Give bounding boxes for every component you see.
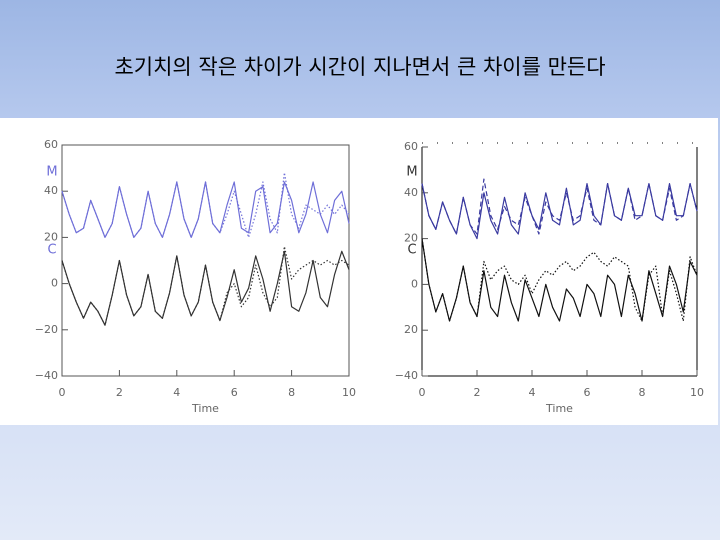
x-tick-label: 8 (639, 386, 646, 399)
series-annotation: M (406, 165, 417, 180)
x-tick-label: 6 (231, 386, 238, 399)
x-tick-label: 0 (59, 386, 66, 399)
x-axis-label: Time (191, 402, 219, 415)
y-tick-label: 60 (404, 140, 418, 153)
series-annotation: M (46, 165, 57, 180)
series-line (61, 246, 350, 326)
x-tick-label: 2 (474, 386, 481, 399)
x-tick-label: 10 (342, 386, 356, 399)
series-annotation: C (407, 243, 416, 258)
x-tick-label: 4 (529, 386, 536, 399)
y-tick-label: 20 (404, 323, 418, 336)
slide-title: 초기치의 작은 차이가 시간이 지나면서 큰 차이를 만든다 (114, 55, 605, 79)
x-axis-label: Time (545, 402, 573, 415)
y-tick-label: 0 (51, 277, 58, 290)
y-tick-label: −40 (395, 369, 418, 382)
x-tick-label: 0 (419, 386, 426, 399)
series-annotation: C (47, 243, 56, 258)
y-tick-label: 40 (44, 184, 58, 197)
y-tick-label: 20 (44, 230, 58, 243)
x-tick-label: 2 (116, 386, 123, 399)
series-line (421, 238, 698, 322)
x-tick-label: 6 (584, 386, 591, 399)
y-tick-label: −20 (35, 323, 58, 336)
y-tick-label: 60 (44, 138, 58, 151)
y-tick-label: −40 (35, 369, 58, 382)
series-line (61, 172, 350, 238)
y-tick-label: 0 (411, 277, 418, 290)
x-tick-label: 4 (173, 386, 180, 399)
series-line (421, 178, 698, 235)
y-tick-label: 20 (404, 232, 418, 245)
x-tick-label: 8 (288, 386, 295, 399)
y-tick-label: 40 (404, 186, 418, 199)
x-tick-label: 10 (690, 386, 704, 399)
figure-background (0, 118, 718, 425)
